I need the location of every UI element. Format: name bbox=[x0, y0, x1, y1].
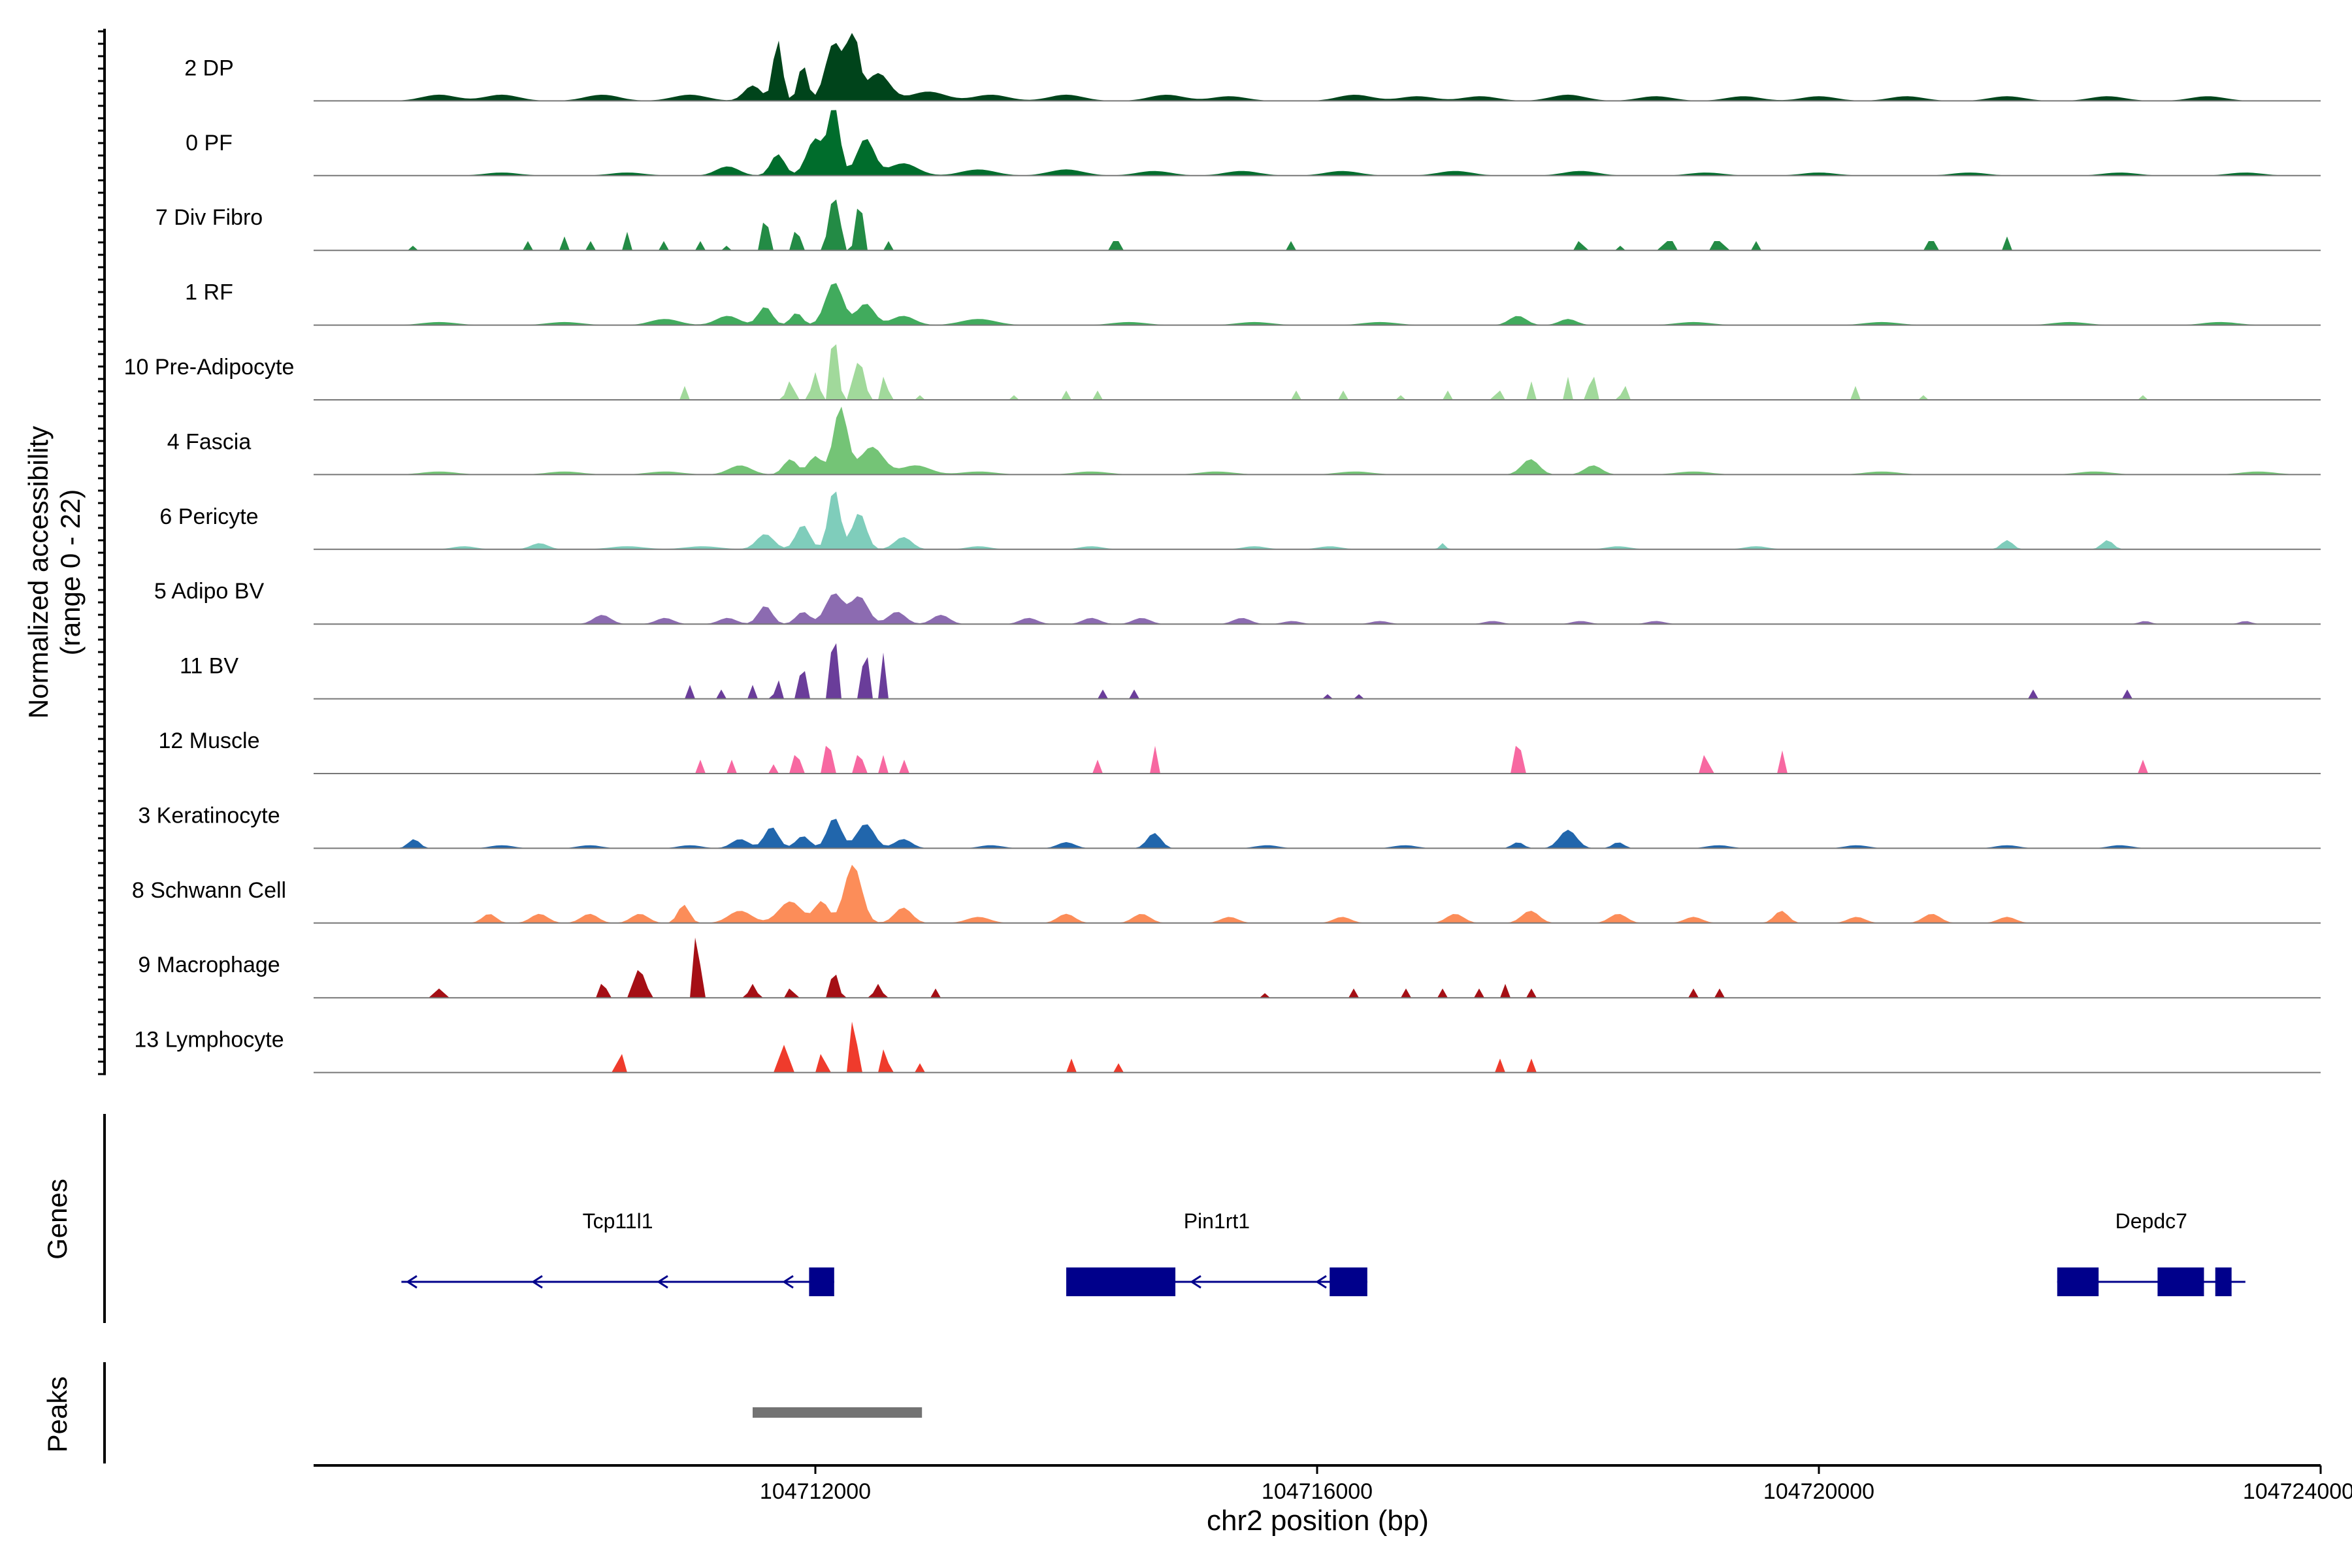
x-axis-label: chr2 position (bp) bbox=[1207, 1505, 1429, 1537]
y-axis-label-line1: Normalized accessibility bbox=[23, 426, 54, 719]
track-label: 10 Pre-Adipocyte bbox=[124, 355, 295, 380]
x-tick-label: 104720000 bbox=[1763, 1479, 1874, 1504]
y-axis-label-line2: (range 0 - 22) bbox=[55, 489, 86, 655]
gene-depdc7: Depdc7 bbox=[2057, 1209, 2246, 1296]
track-label: 8 Schwann Cell bbox=[132, 878, 286, 903]
track-3-keratinocyte: 3 Keratinocyte bbox=[138, 803, 2321, 849]
x-tick-label: 104712000 bbox=[760, 1479, 871, 1504]
coverage-area bbox=[314, 199, 2321, 251]
gene-tcp11l1: Tcp11l1 bbox=[401, 1209, 834, 1296]
track-1-rf: 1 RF bbox=[185, 280, 2321, 326]
peak-region-bar bbox=[753, 1407, 923, 1418]
coverage-area bbox=[314, 864, 2321, 923]
track-2-dp: 2 DP bbox=[184, 33, 2321, 102]
track-label: 11 BV bbox=[180, 654, 238, 679]
gene-exon bbox=[2057, 1267, 2099, 1296]
track-0-pf: 0 PF bbox=[186, 110, 2321, 176]
coverage-area bbox=[314, 643, 2321, 699]
track-label: 4 Fascia bbox=[167, 429, 252, 454]
x-tick-label: 104724000 bbox=[2243, 1479, 2352, 1504]
gene-exon bbox=[1330, 1267, 1367, 1296]
coverage-tracks: 2 DP 0 PF 7 Div Fibro 1 RF 10 Pre-Adipocyte 4… bbox=[124, 33, 2321, 1073]
track-4-fascia: 4 Fascia bbox=[167, 406, 2321, 476]
coverage-area bbox=[314, 110, 2321, 176]
gene-name-label: Pin1rt1 bbox=[1184, 1209, 1250, 1233]
track-label: 13 Lymphocyte bbox=[134, 1028, 284, 1053]
coverage-area bbox=[314, 745, 2321, 774]
strand-arrow bbox=[782, 1275, 794, 1289]
coverage-area bbox=[314, 819, 2321, 849]
gene-name-label: Depdc7 bbox=[2115, 1209, 2187, 1233]
peaks-panel-label: Peaks bbox=[42, 1377, 73, 1453]
gene-annotation-panel: Tcp11l1 Pin1rt1 Depdc7 bbox=[401, 1209, 2246, 1296]
peaks-panel bbox=[753, 1407, 923, 1418]
genes-panel-label: Genes bbox=[42, 1179, 73, 1260]
track-5-adipo-bv: 5 Adipo BV bbox=[154, 579, 2321, 625]
coverage-area bbox=[314, 593, 2321, 625]
coverage-area bbox=[314, 344, 2321, 400]
coverage-area bbox=[314, 938, 2321, 998]
strand-arrow bbox=[1190, 1275, 1201, 1289]
track-label: 3 Keratinocyte bbox=[138, 803, 280, 828]
track-8-schwann-cell: 8 Schwann Cell bbox=[132, 864, 2321, 924]
x-tick-label: 104716000 bbox=[1262, 1479, 1373, 1504]
track-6-pericyte: 6 Pericyte bbox=[159, 491, 2321, 550]
track-11-bv: 11 BV bbox=[180, 643, 2321, 700]
coverage-area bbox=[314, 491, 2321, 549]
strand-arrow bbox=[1315, 1275, 1327, 1289]
track-label: 5 Adipo BV bbox=[154, 579, 265, 604]
coverage-area bbox=[314, 283, 2321, 325]
track-10-pre-adipocyte: 10 Pre-Adipocyte bbox=[124, 344, 2321, 400]
track-13-lymphocyte: 13 Lymphocyte bbox=[134, 1021, 2321, 1073]
track-label: 9 Macrophage bbox=[138, 953, 280, 977]
track-label: 0 PF bbox=[186, 131, 233, 155]
coverage-area bbox=[314, 406, 2321, 475]
track-label: 1 RF bbox=[185, 280, 233, 305]
gene-exon bbox=[809, 1267, 834, 1296]
gene-pin1rt1: Pin1rt1 bbox=[1066, 1209, 1367, 1296]
track-label: 12 Muscle bbox=[159, 728, 260, 753]
coverage-area bbox=[314, 1021, 2321, 1073]
gene-name-label: Tcp11l1 bbox=[583, 1209, 653, 1233]
track-9-macrophage: 9 Macrophage bbox=[138, 938, 2321, 999]
axes: 104712000 104716000 104720000 104724000 bbox=[98, 29, 2352, 1504]
strand-arrow bbox=[657, 1275, 668, 1289]
strand-arrow bbox=[406, 1275, 417, 1289]
gene-exon bbox=[1066, 1267, 1176, 1296]
track-label: 7 Div Fibro bbox=[155, 205, 263, 230]
gene-exon bbox=[2157, 1267, 2204, 1296]
coverage-area bbox=[314, 33, 2321, 101]
track-label: 2 DP bbox=[184, 56, 234, 80]
track-7-div-fibro: 7 Div Fibro bbox=[155, 199, 2321, 252]
strand-arrow bbox=[531, 1275, 543, 1289]
gene-exon bbox=[2215, 1267, 2232, 1296]
track-label: 6 Pericyte bbox=[159, 504, 258, 529]
track-12-muscle: 12 Muscle bbox=[159, 728, 2321, 774]
